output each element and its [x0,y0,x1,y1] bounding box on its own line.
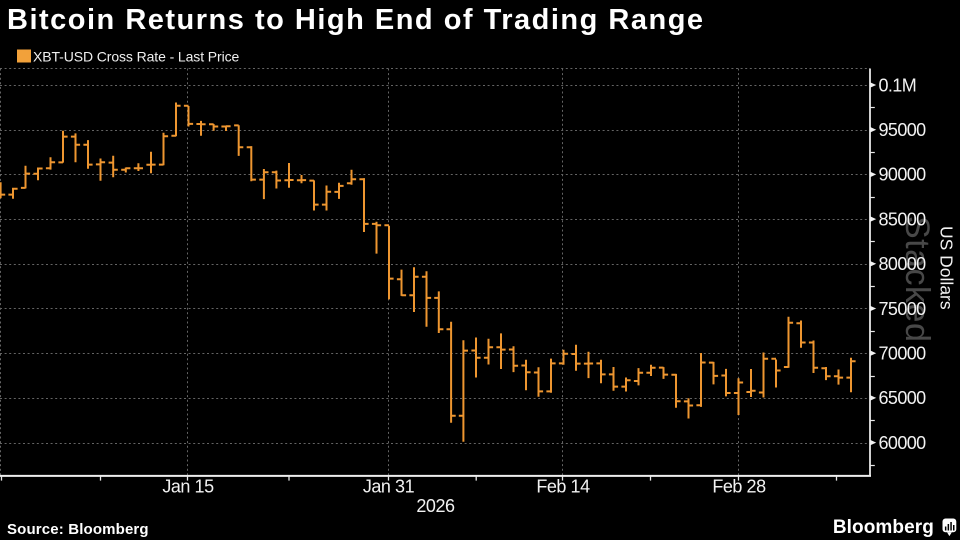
svg-text:Bloomberg: Bloomberg [833,517,934,538]
svg-text:95000: 95000 [879,120,927,140]
svg-text:65000: 65000 [879,388,927,408]
svg-text:US Dollars: US Dollars [937,226,957,310]
svg-text:Bitcoin Returns to High End of: Bitcoin Returns to High End of Trading R… [7,4,705,36]
svg-text:Jan 15: Jan 15 [162,477,214,497]
svg-text:0.1M: 0.1M [879,75,917,95]
svg-text:85000: 85000 [879,209,927,229]
svg-text:Jan 31: Jan 31 [363,477,415,497]
svg-text:Feb 14: Feb 14 [536,477,590,497]
svg-text:80000: 80000 [879,254,927,274]
svg-text:60000: 60000 [879,433,927,453]
svg-text:Stacked: Stacked [898,216,936,342]
svg-text:70000: 70000 [879,344,927,364]
svg-text:XBT-USD Cross Rate - Last Pric: XBT-USD Cross Rate - Last Price [33,49,239,65]
svg-text:Feb 28: Feb 28 [712,477,766,497]
svg-text:2026: 2026 [416,496,455,516]
svg-text:75000: 75000 [879,299,927,319]
svg-text:Source: Bloomberg: Source: Bloomberg [7,521,149,538]
svg-text:90000: 90000 [879,165,927,185]
